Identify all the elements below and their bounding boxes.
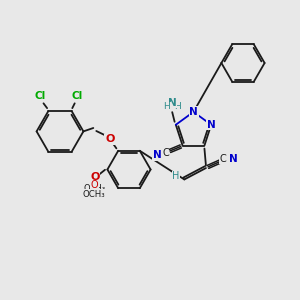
Text: Cl: Cl: [34, 91, 46, 101]
Text: O: O: [105, 134, 115, 144]
Text: N: N: [229, 154, 237, 164]
Text: N: N: [207, 120, 216, 130]
Text: OCH₃: OCH₃: [84, 184, 106, 193]
Text: O: O: [90, 172, 100, 182]
Text: N: N: [189, 107, 198, 117]
Text: OCH₃: OCH₃: [83, 190, 106, 199]
Text: C: C: [162, 148, 169, 158]
Text: H: H: [174, 102, 181, 111]
Text: N: N: [153, 150, 161, 160]
Text: C: C: [220, 154, 227, 164]
Text: N: N: [168, 98, 177, 108]
Text: Cl: Cl: [71, 91, 83, 101]
Text: H: H: [164, 102, 170, 111]
Text: O: O: [91, 180, 99, 190]
Text: H: H: [172, 171, 180, 182]
